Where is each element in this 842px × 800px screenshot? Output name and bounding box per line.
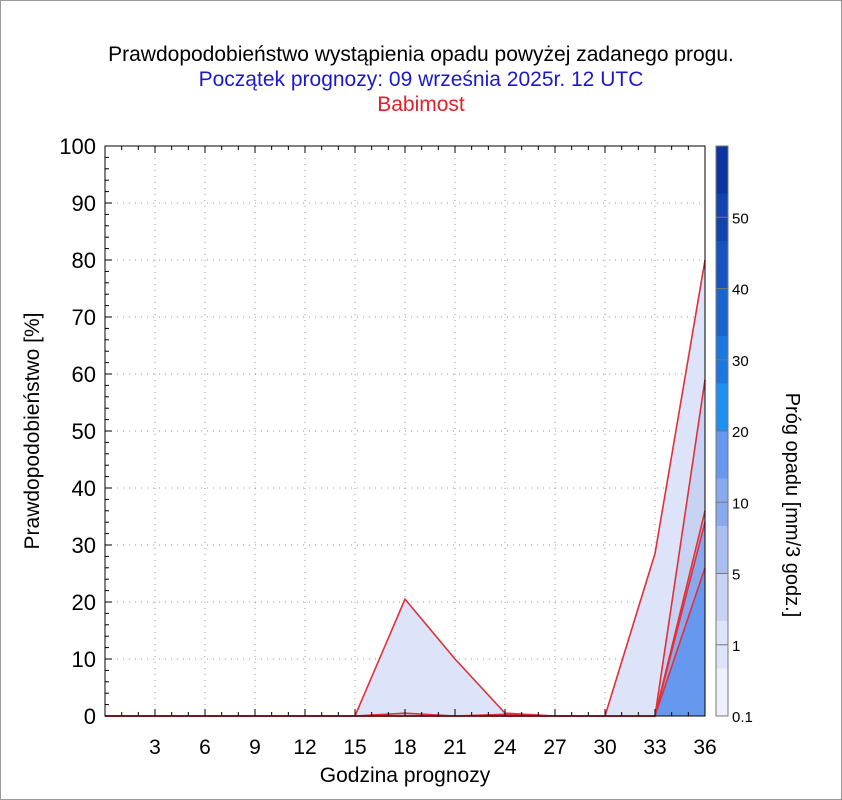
colorbar-band (716, 146, 728, 194)
y-tick-label: 70 (72, 305, 96, 330)
x-tick-label: 36 (693, 736, 716, 759)
y-tick-label: 20 (72, 590, 96, 615)
x-tick-label: 30 (593, 736, 616, 759)
colorbar-tick-label: 5 (732, 567, 740, 584)
colorbar-tick-labels: 0.1 1 5 10 20 30 40 50 (716, 210, 753, 726)
y-tick-label: 10 (72, 647, 96, 672)
x-tick-label: 12 (293, 736, 316, 759)
colorbar-tick-label: 40 (732, 282, 749, 299)
x-tick-label: 6 (199, 736, 211, 759)
colorbar-tick-label: 50 (732, 210, 749, 227)
y-tick-label: 40 (72, 476, 96, 501)
colorbar-tick-label: 0.1 (732, 709, 753, 726)
x-tick-label: 33 (643, 736, 666, 759)
x-axis-label: Godzina prognozy (320, 764, 491, 787)
x-tick-label: 9 (249, 736, 261, 759)
minor-ticks (104, 145, 706, 717)
colorbar-band (716, 431, 728, 479)
colorbar-tick-label: 10 (732, 495, 749, 512)
y-tick-label: 80 (72, 248, 96, 273)
colorbar-band (716, 573, 728, 621)
series-areas (105, 260, 705, 716)
x-tick-label: 21 (443, 736, 466, 759)
colorbar-tick-label: 20 (732, 424, 749, 441)
colorbar-band (716, 526, 728, 574)
x-tick-label: 27 (543, 736, 566, 759)
colorbar-tick-label: 30 (732, 353, 749, 370)
series-area-0.1 (105, 260, 705, 716)
location-name: Babimost (377, 93, 465, 116)
colorbar-band (716, 288, 728, 336)
y-tick-label: 60 (72, 362, 96, 387)
colorbar-band (716, 241, 728, 289)
colorbar-band (716, 383, 728, 431)
y-axis-label: Prawdopodobieństwo [%] (21, 313, 44, 550)
chart-title: Prawdopodobieństwo wystąpienia opadu pow… (108, 43, 734, 66)
y-tick-label: 50 (72, 419, 96, 444)
x-tick-label: 18 (393, 736, 416, 759)
x-tick-label: 24 (493, 736, 517, 759)
y-tick-label: 30 (72, 533, 96, 558)
y-tick-labels: 0 10 20 30 40 50 60 70 80 90 100 (59, 134, 96, 729)
y-tick-label: 0 (84, 704, 96, 729)
y-tick-label: 90 (72, 191, 96, 216)
colorbar-tick-label: 1 (732, 638, 740, 655)
colorbar-band (716, 668, 728, 716)
x-tick-label: 3 (149, 736, 161, 759)
chart-subtitle: Początek prognozy: 09 września 2025r. 12… (198, 68, 644, 91)
x-tick-labels: 3 6 9 12 15 18 21 24 27 30 33 36 (149, 736, 717, 759)
colorbar-label: Próg opadu [mm/3 godz.] (781, 393, 803, 618)
x-tick-label: 15 (343, 736, 366, 759)
y-tick-label: 100 (59, 134, 96, 159)
